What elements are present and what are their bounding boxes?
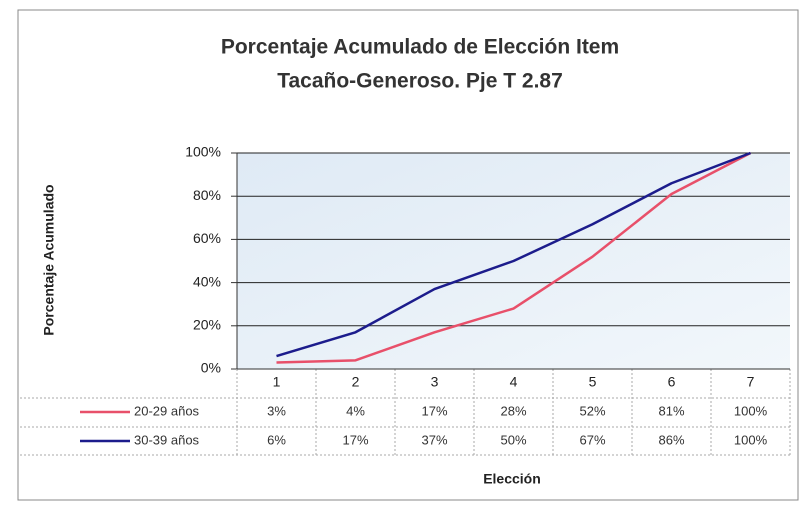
x-tick-label: 4 xyxy=(510,374,518,390)
legend-label: 20-29 años xyxy=(134,403,200,418)
data-label: 28% xyxy=(500,403,526,418)
chart-title: Tacaño-Generoso. Pje T 2.87 xyxy=(277,70,563,93)
y-tick-label: 40% xyxy=(193,273,221,289)
x-axis-label: Elección xyxy=(483,471,541,487)
data-label: 37% xyxy=(421,432,447,447)
data-label: 50% xyxy=(500,432,526,447)
line xyxy=(276,151,752,364)
x-tick-label: 3 xyxy=(431,374,439,390)
y-tick-label: 60% xyxy=(193,230,221,246)
data-label: 3% xyxy=(267,403,286,418)
data-label: 81% xyxy=(658,403,684,418)
chart-title: Porcentaje Acumulado de Elección Item xyxy=(221,36,619,59)
legend-label: 30-39 años xyxy=(134,432,200,447)
x-tick-label: 2 xyxy=(352,374,360,390)
x-tick-label: 6 xyxy=(668,374,676,390)
x-tick-label: 7 xyxy=(747,374,755,390)
y-tick-label: 80% xyxy=(193,187,221,203)
y-tick-label: 0% xyxy=(201,360,221,376)
data-label: 86% xyxy=(658,432,684,447)
line xyxy=(276,151,751,358)
data-label: 6% xyxy=(267,432,286,447)
x-tick-label: 1 xyxy=(273,374,281,390)
y-axis-label: Porcentaje Acumulado xyxy=(41,184,57,335)
x-tick-label: 5 xyxy=(589,374,597,390)
data-label: 4% xyxy=(346,403,365,418)
data-label: 17% xyxy=(421,403,447,418)
y-tick-label: 20% xyxy=(193,317,221,333)
y-tick-label: 100% xyxy=(185,144,221,160)
data-label: 17% xyxy=(342,432,368,447)
data-label: 52% xyxy=(579,403,605,418)
data-label: 100% xyxy=(734,432,768,447)
data-label: 67% xyxy=(579,432,605,447)
data-label: 100% xyxy=(734,403,768,418)
